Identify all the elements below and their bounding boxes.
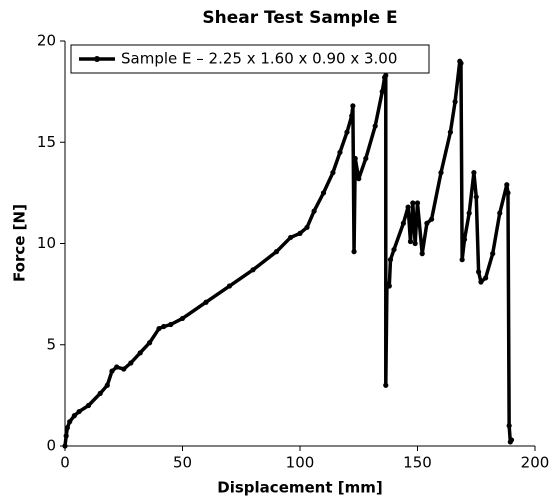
data-point <box>490 251 496 257</box>
y-tick-label: 10 <box>37 234 56 252</box>
data-point <box>63 433 69 439</box>
y-tick-label: 20 <box>37 32 56 50</box>
chart-title: Shear Test Sample E <box>202 8 397 28</box>
data-point <box>466 210 472 216</box>
data-point <box>372 123 378 129</box>
legend-box <box>70 44 430 74</box>
data-point <box>356 176 362 182</box>
data-point <box>386 283 392 289</box>
x-tick-label: 0 <box>60 454 70 472</box>
data-point <box>304 224 310 230</box>
data-point <box>85 402 92 409</box>
data-point <box>387 257 394 263</box>
data-point <box>273 249 280 255</box>
data-point <box>156 325 162 332</box>
data-point <box>137 350 143 356</box>
y-tick-label: 0 <box>46 437 56 455</box>
data-point <box>114 364 120 370</box>
x-tick-label: 200 <box>521 454 550 472</box>
data-point <box>67 419 73 425</box>
data-point <box>473 194 479 200</box>
data-point <box>121 366 127 372</box>
y-tick-label: 5 <box>46 335 56 353</box>
data-point <box>459 257 465 263</box>
data-point <box>476 269 482 275</box>
data-point <box>311 208 317 214</box>
data-point <box>471 170 477 176</box>
data-point <box>128 360 134 366</box>
data-point <box>337 149 343 155</box>
legend-marker <box>94 56 100 62</box>
data-point <box>168 321 174 328</box>
data-point <box>147 340 153 346</box>
data-point <box>452 99 458 105</box>
legend-label: Sample E – 2.25 x 1.60 x 0.90 x 3.00 <box>121 50 397 68</box>
data-point <box>344 129 350 135</box>
data-point <box>350 103 356 109</box>
data-point <box>349 113 355 119</box>
data-point <box>506 423 512 429</box>
data-point <box>419 251 425 257</box>
data-point <box>179 315 186 322</box>
data-point <box>161 323 167 330</box>
data-point <box>508 437 515 443</box>
data-point <box>447 129 453 135</box>
data-point <box>297 230 303 236</box>
data-point <box>250 267 256 273</box>
data-point <box>226 283 233 289</box>
data-point <box>438 170 444 176</box>
data-point <box>505 190 511 196</box>
data-point <box>320 190 327 196</box>
data-point <box>414 200 421 206</box>
data-point <box>352 155 358 162</box>
x-tick-label: 150 <box>403 454 432 472</box>
data-point <box>109 368 115 374</box>
data-point <box>483 275 489 281</box>
data-point <box>64 425 70 431</box>
data-point <box>104 382 110 388</box>
data-point <box>330 170 336 176</box>
data-point <box>288 234 294 241</box>
data-point <box>405 204 411 210</box>
x-axis-label: Displacement [mm] <box>217 479 382 497</box>
data-point <box>76 408 82 415</box>
data-point <box>391 246 397 253</box>
data-point <box>407 238 414 245</box>
data-point <box>97 390 103 396</box>
data-point <box>351 249 357 255</box>
data-point <box>410 200 416 206</box>
data-point <box>203 299 209 305</box>
data-point <box>504 182 510 188</box>
x-tick-label: 100 <box>286 454 315 472</box>
data-point <box>424 220 430 226</box>
data-point <box>383 382 389 388</box>
data-point <box>62 443 68 449</box>
y-axis-label: Force [N] <box>11 204 29 282</box>
data-line <box>63 59 514 447</box>
data-point <box>412 240 418 247</box>
data-point <box>71 413 77 419</box>
data-point <box>383 72 389 79</box>
data-point <box>478 279 484 285</box>
data-point <box>458 60 464 66</box>
data-point <box>429 216 435 222</box>
data-point <box>379 89 385 95</box>
data-point <box>497 210 503 216</box>
data-point <box>363 155 369 162</box>
x-tick-label: 50 <box>173 454 192 472</box>
data-point <box>400 220 406 226</box>
y-tick-label: 15 <box>37 133 56 151</box>
data-point <box>461 236 468 243</box>
